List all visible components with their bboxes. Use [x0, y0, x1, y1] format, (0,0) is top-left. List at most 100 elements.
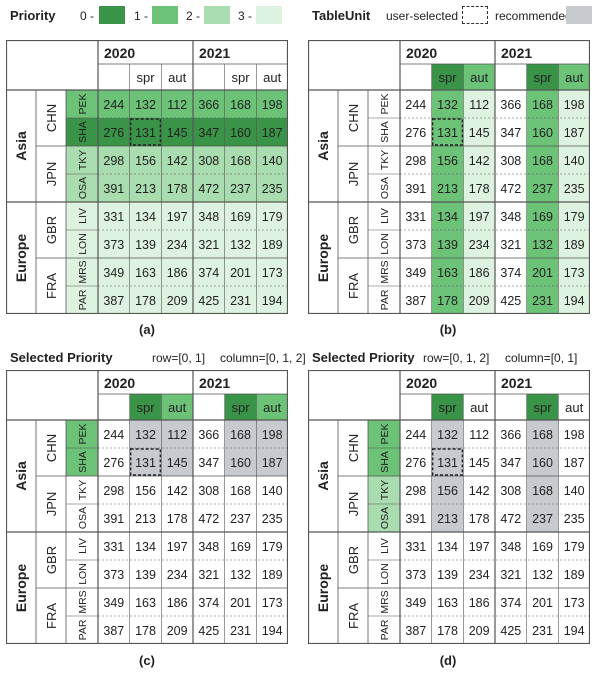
panel-1-region-europe: Europe	[315, 234, 331, 282]
panel-d-column-selection: column=[0, 1]	[505, 351, 578, 365]
panel-2-cell-bg	[224, 588, 257, 616]
panel-2-cell-value: 160	[230, 456, 251, 470]
panel-0-season-spr: spr	[231, 70, 250, 85]
panel-3-cell-bg	[431, 532, 464, 560]
panel-2-city-header-bg	[66, 448, 98, 476]
panel-3-city-header-bg	[368, 448, 400, 476]
panel-3-cell-value: 132	[532, 568, 553, 582]
panel-2-cell-value: 163	[135, 596, 156, 610]
panel-1-cell-bg	[558, 174, 590, 202]
panel-0-cell-bg	[224, 286, 257, 314]
panel-0-cell-value: 347	[198, 126, 219, 140]
panel-0-cell-value: 244	[103, 98, 124, 112]
panel-0-cell-bg	[98, 90, 130, 118]
panel-2-cell-value: 178	[135, 624, 156, 638]
panel-3-cell-value: 308	[500, 484, 521, 498]
panel-2-city-liv: LIV	[77, 538, 89, 554]
panel-d-table: 2020 2021 spr aut spr aut Asia CHN PEK SHA JPN TKY O…	[308, 370, 590, 644]
panel-3-cell-bg	[431, 420, 464, 448]
panel-2-cell-bg	[129, 532, 162, 560]
panel-2-cell-value: 194	[262, 624, 283, 638]
panel-0-cell-value: 178	[135, 294, 156, 308]
panel-b-table: 2020 2021 spr aut spr aut Asia CHN PEK SHA JPN TKY O…	[308, 40, 590, 314]
panel-1-cell-bg	[495, 286, 527, 314]
panel-0-cell-value: 140	[262, 154, 283, 168]
panel-2-season-aut: aut	[168, 400, 186, 415]
panel-3-cell-value: 366	[500, 428, 521, 442]
panel-3-cell-bg	[558, 560, 590, 588]
panel-1-cell-value: 235	[564, 182, 585, 196]
panel-0-region-europe: Europe	[13, 234, 29, 282]
panel-0-city-header-bg	[66, 174, 98, 202]
panel-0-city-liv: LIV	[77, 208, 89, 224]
panel-1-season-aut: aut	[565, 70, 583, 85]
panel-3-cell-value: 235	[564, 512, 585, 526]
panel-1-country-jpn: JPN	[346, 162, 361, 187]
panel-3-city-par: PAR	[379, 619, 391, 640]
panel-3-cell-bg	[558, 448, 590, 476]
panel-0-city-tky: TKY	[77, 150, 89, 170]
panel-0-cell-bg	[256, 118, 288, 146]
panel-2-cell-value: 472	[198, 512, 219, 526]
panel-0-cell-bg	[193, 174, 225, 202]
panel-2-cell-value: 168	[230, 428, 251, 442]
panel-2-cell-bg	[193, 476, 225, 504]
panel-0-city-header-bg	[66, 202, 98, 230]
panel-3-cell-bg	[463, 476, 495, 504]
panel-0-cell-bg	[129, 230, 162, 258]
panel-0-cell-bg	[129, 174, 162, 202]
panel-3-cell-bg	[526, 504, 559, 532]
panel-0-cell-bg	[129, 286, 162, 314]
user-selected-swatch	[462, 6, 488, 24]
panel-2-cell-bg	[98, 532, 130, 560]
panel-0-cell-bg	[129, 146, 162, 174]
panel-2-season-header-bg	[224, 394, 257, 420]
panel-2-cell-bg	[193, 420, 225, 448]
panel-0-cell-bg	[161, 230, 193, 258]
panel-3-cell-bg	[495, 448, 527, 476]
panel-3-cell-bg	[400, 588, 432, 616]
panel-3-season-header-bg	[463, 394, 495, 420]
panel-0-cell-value: 156	[135, 154, 156, 168]
panel-2-country-chn: CHN	[44, 434, 59, 462]
panel-0-cell-value: 234	[167, 238, 188, 252]
panel-1-cell-value: 163	[437, 266, 458, 280]
panel-2-cell-bg	[256, 448, 288, 476]
panel-3-city-header-bg	[368, 420, 400, 448]
panel-2-cell-value: 321	[198, 568, 219, 582]
panel-0-cell-value: 178	[167, 182, 188, 196]
panel-2-city-header-bg	[66, 420, 98, 448]
panel-0-cell-bg	[129, 90, 162, 118]
panel-0-cell-value: 139	[135, 238, 156, 252]
panel-1-cell-value: 244	[405, 98, 426, 112]
panel-1-season-aut: aut	[470, 70, 488, 85]
panel-0-city-pek: PEK	[77, 93, 89, 114]
panel-3-cell-value: 387	[405, 624, 426, 638]
panel-0-cell-value: 276	[103, 126, 124, 140]
panel-3-cell-bg	[431, 476, 464, 504]
panel-1-cell-bg	[463, 118, 495, 146]
panel-3-cell-value: 201	[532, 596, 553, 610]
panel-1-cell-value: 321	[500, 238, 521, 252]
panel-1-season-header-bg	[463, 64, 495, 90]
panel-0-cell-bg	[256, 202, 288, 230]
panel-3-cell-bg	[526, 420, 559, 448]
panel-3-cell-value: 178	[469, 512, 490, 526]
panel-3-cell-value: 187	[564, 456, 585, 470]
panel-2-cell-bg	[161, 476, 193, 504]
panel-3-cell-value: 134	[437, 540, 458, 554]
legend-row: Priority 0 - 1 - 2 - 3 - TableUnit user-…	[0, 0, 595, 34]
panel-2-cell-bg	[98, 448, 130, 476]
panel-1-cell-value: 348	[500, 210, 521, 224]
panel-3-cell-bg	[431, 588, 464, 616]
panel-0-cell-bg	[129, 202, 162, 230]
panel-3-cell-bg	[400, 560, 432, 588]
panel-1-city-mrs: MRS	[379, 260, 391, 283]
user-selected-label: user-selected	[386, 9, 459, 23]
panel-c-selected-priority-title: Selected Priority	[10, 350, 113, 365]
panel-0-cell-bg	[224, 90, 257, 118]
panel-0-cell-bg	[98, 118, 130, 146]
panel-2-cell-bg	[129, 476, 162, 504]
